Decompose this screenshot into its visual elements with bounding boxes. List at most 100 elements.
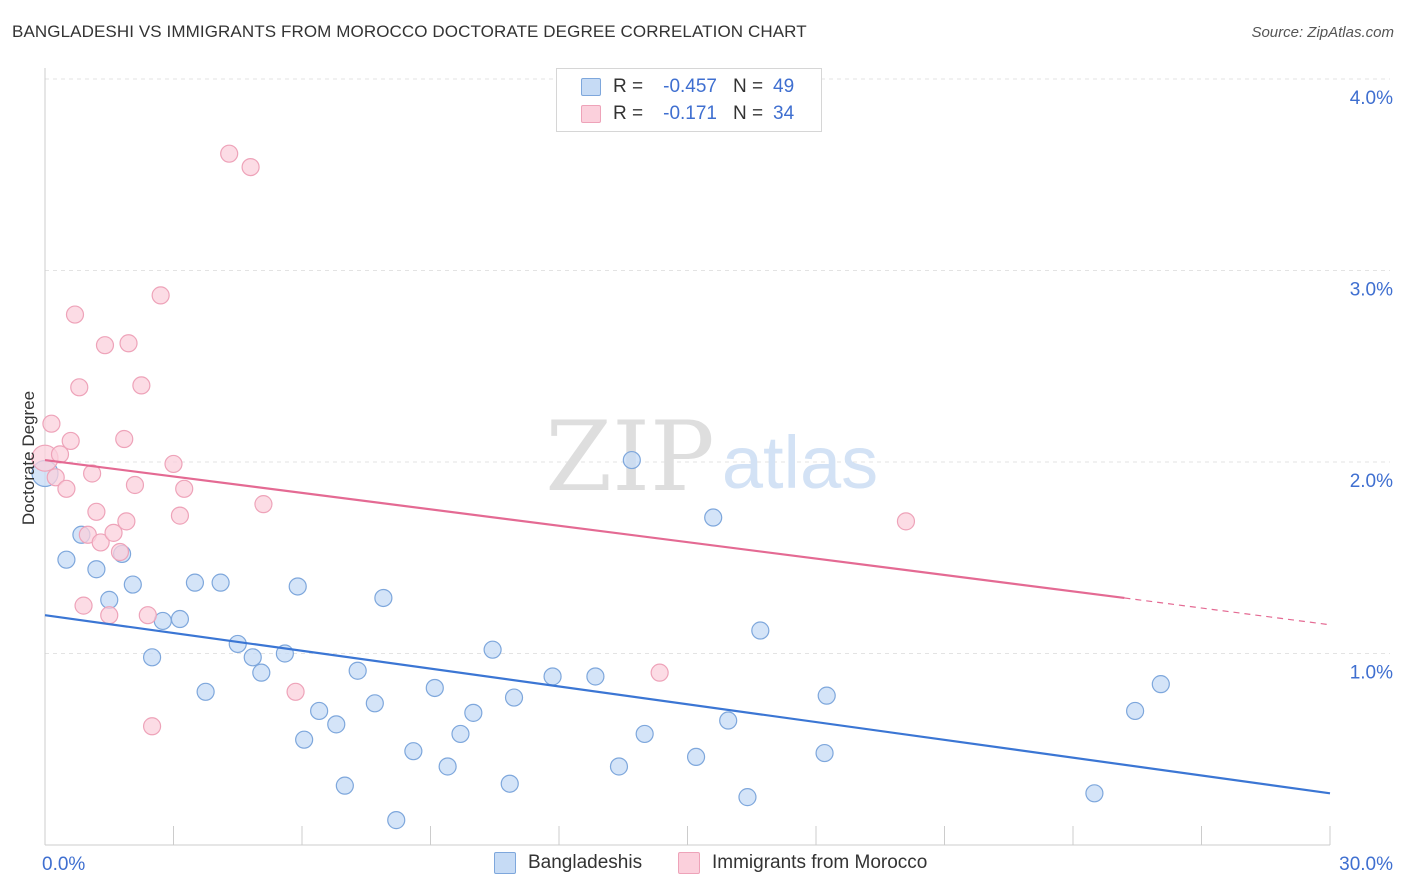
morocco-point [254, 495, 273, 514]
bangladeshi-point [57, 550, 76, 569]
bangladeshi-point [719, 711, 738, 730]
bangladeshi-point [817, 686, 836, 705]
morocco-point [142, 717, 162, 736]
r-label: R = [613, 76, 644, 97]
morocco-point [650, 663, 669, 682]
n-value: 49 [773, 76, 795, 97]
morocco-point [241, 157, 260, 177]
bangladeshi-point [1126, 701, 1145, 721]
bangladeshi-point [387, 811, 406, 830]
stats-row-morocco: R = -0.171 N = 34 [581, 101, 794, 127]
morocco-point [164, 454, 183, 474]
morocco-point [87, 502, 106, 521]
legend-label: Bangladeshis [528, 852, 643, 873]
morocco-point [125, 475, 145, 495]
morocco-point [151, 286, 170, 305]
legend-item-bangladeshis[interactable]: Bangladeshis [494, 852, 642, 874]
morocco-point [57, 479, 76, 498]
morocco-point [74, 596, 93, 615]
stats-row-bangladeshi: R = -0.457 N = 49 [581, 74, 794, 100]
source-label: Source: ZipAtlas.com [1251, 24, 1394, 41]
bangladeshi-point [464, 703, 483, 722]
bangladeshi-point [170, 609, 190, 629]
n-label: N = [733, 103, 764, 124]
bangladeshi-point [738, 788, 757, 807]
trendline-morocco [44, 458, 1125, 600]
r-value: -0.457 [663, 76, 717, 97]
morocco-point [896, 512, 916, 531]
chart-title: BANGLADESHI VS IMMIGRANTS FROM MOROCCO D… [12, 22, 807, 41]
morocco-point [100, 606, 119, 625]
y-tick-label: 1.0% [1350, 663, 1393, 684]
morocco-point [115, 429, 134, 449]
n-label: N = [733, 76, 764, 97]
legend-label: Immigrants from Morocco [712, 852, 928, 873]
x-tick-label: 0.0% [42, 854, 85, 875]
y-tick-label: 3.0% [1350, 280, 1393, 301]
morocco-point [138, 606, 157, 625]
bangladeshi-point [100, 590, 119, 609]
bangladeshi-point [87, 560, 106, 579]
bangladeshi-point [243, 648, 262, 667]
pink-swatch [581, 105, 601, 123]
morocco-point [61, 431, 80, 451]
morocco-points [31, 144, 916, 736]
y-tick-label: 2.0% [1350, 471, 1393, 492]
morocco-point [83, 464, 102, 483]
trendlines [44, 458, 1331, 795]
pink-swatch [678, 852, 700, 874]
morocco-point [91, 533, 110, 552]
correlation-stats-box: R = -0.457 N = 49 R = -0.171 N = 34 [556, 68, 822, 132]
legend-item-morocco[interactable]: Immigrants from Morocco [678, 852, 927, 874]
bangladeshi-point [751, 621, 770, 640]
trendline-bangladeshi [44, 614, 1331, 795]
trendline-extension [1124, 597, 1331, 626]
bangladeshi-point [348, 661, 367, 680]
morocco-point [70, 378, 89, 397]
bangladeshi-point [335, 776, 354, 795]
morocco-point [286, 682, 305, 701]
morocco-point [65, 305, 85, 324]
morocco-point [110, 542, 130, 562]
tick-labels: 1.0% 2.0% 3.0% 4.0% 0.0% 30.0% [42, 88, 1393, 875]
morocco-point [95, 336, 115, 355]
bangladeshi-point [543, 667, 562, 686]
morocco-point [117, 512, 136, 531]
bangladeshi-point [252, 663, 271, 682]
r-value: -0.171 [663, 103, 717, 124]
watermark-atlas: atlas [722, 421, 878, 504]
bangladeshi-point [185, 573, 205, 592]
x-tick-label: 30.0% [1339, 854, 1393, 875]
bangladeshi-point [500, 774, 519, 793]
bangladeshi-point [404, 742, 423, 761]
bangladeshi-point [196, 682, 215, 701]
bangladeshi-point [635, 724, 654, 744]
morocco-point [170, 506, 190, 525]
r-label: R = [613, 103, 644, 124]
bangladeshi-point [425, 678, 444, 698]
bangladeshi-point [327, 715, 346, 734]
bangladeshi-point [1151, 675, 1170, 694]
bangladeshi-point [365, 694, 384, 713]
morocco-point [46, 468, 65, 487]
bangladeshi-point [451, 724, 470, 744]
bangladeshi-point [123, 575, 142, 594]
bangladeshi-point [211, 573, 230, 592]
bangladeshi-point [504, 688, 524, 707]
y-axis-label: Doctorate Degree [19, 391, 38, 525]
bangladeshi-point [295, 730, 314, 749]
bangladeshi-point [438, 757, 457, 776]
bangladeshi-point [686, 747, 706, 767]
n-value: 34 [773, 103, 795, 124]
morocco-point [42, 414, 61, 433]
watermark: ZIP atlas [545, 401, 878, 513]
morocco-point [119, 334, 138, 353]
bangladeshi-point [622, 450, 641, 470]
bangladeshi-point [609, 757, 629, 776]
morocco-point [132, 376, 151, 395]
blue-swatch [494, 852, 516, 874]
bangladeshi-point [483, 640, 502, 659]
bangladeshi-point [815, 743, 834, 763]
bangladeshi-point [228, 634, 247, 654]
bangladeshi-point [586, 667, 605, 686]
